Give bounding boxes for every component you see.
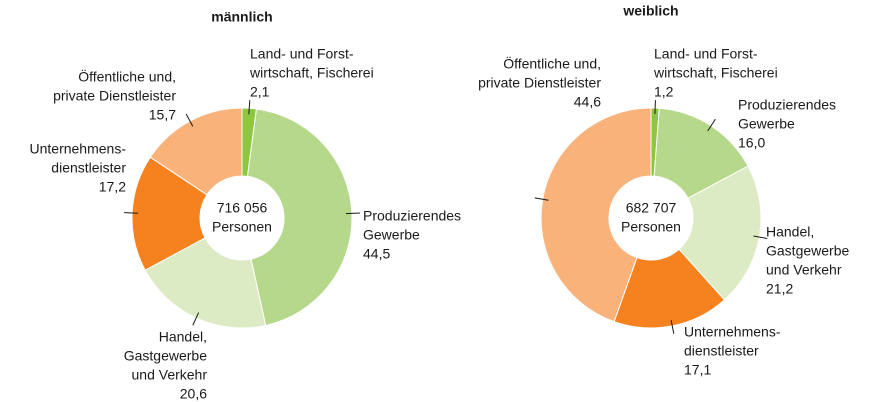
donut-slice — [144, 237, 267, 329]
value-label: 44,6 — [574, 94, 601, 110]
donut-slice — [613, 248, 726, 329]
value-label: 15,7 — [149, 107, 176, 123]
center-label: Personen — [212, 219, 272, 235]
slice-label: private Dienstleister — [53, 88, 176, 104]
value-label: 1,2 — [654, 84, 674, 100]
leader-line — [670, 319, 675, 334]
donut-slice — [678, 165, 762, 301]
value-label: 2,1 — [250, 84, 270, 100]
slice-label: Unternehmens- — [30, 141, 127, 157]
center-label: 716 056 — [217, 200, 268, 216]
leader-line — [534, 197, 549, 201]
leader-line — [707, 118, 716, 132]
donut-slice — [246, 108, 353, 327]
leader-line — [753, 235, 768, 239]
slice-label: Produzierendes — [738, 97, 836, 113]
donut-slice — [540, 107, 652, 323]
center-label: 682 707 — [626, 200, 677, 216]
slice-label: dienstleister — [51, 160, 126, 176]
donut-slice — [653, 107, 749, 199]
slice-label: Gewerbe — [363, 227, 420, 243]
slice-label: Handel, — [766, 224, 814, 240]
value-label: 17,2 — [99, 179, 126, 195]
slice-label: Öffentliche und, — [78, 68, 176, 85]
center-label: Personen — [621, 219, 681, 235]
slice-label: private Dienstleister — [478, 75, 601, 91]
value-label: 17,1 — [684, 362, 711, 378]
value-label: 20,6 — [180, 386, 207, 402]
leader-line — [185, 113, 194, 127]
slice-label: und Verkehr — [132, 367, 208, 383]
leader-line — [248, 100, 251, 115]
donut-slice — [131, 156, 208, 271]
leader-line — [124, 212, 139, 214]
slice-label: Handel, — [159, 329, 207, 345]
leader-line — [345, 212, 360, 215]
value-label: 21,2 — [766, 281, 793, 297]
slice-label: Land- und Forst- — [250, 46, 354, 62]
slice-label: wirtschaft, Fischerei — [653, 65, 778, 81]
slice-label: Gastgewerbe — [766, 243, 849, 259]
chart-title: männlich — [211, 9, 272, 25]
value-label: 44,5 — [363, 246, 390, 262]
slice-label: Gewerbe — [738, 116, 795, 132]
slice-label: Land- und Forst- — [654, 46, 758, 62]
slice-label: Öffentliche und, — [503, 55, 601, 72]
slice-label: Produzierendes — [363, 208, 461, 224]
slice-label: und Verkehr — [766, 262, 842, 278]
slice-label: wirtschaft, Fischerei — [249, 65, 374, 81]
value-label: 16,0 — [738, 135, 765, 151]
leader-line — [192, 312, 200, 326]
slice-label: Unternehmens- — [684, 324, 781, 340]
slice-label: dienstleister — [684, 343, 759, 359]
slice-label: Gastgewerbe — [124, 348, 207, 364]
donut-slice — [149, 107, 243, 196]
chart-title: weiblich — [622, 3, 678, 19]
leader-line — [654, 100, 656, 115]
